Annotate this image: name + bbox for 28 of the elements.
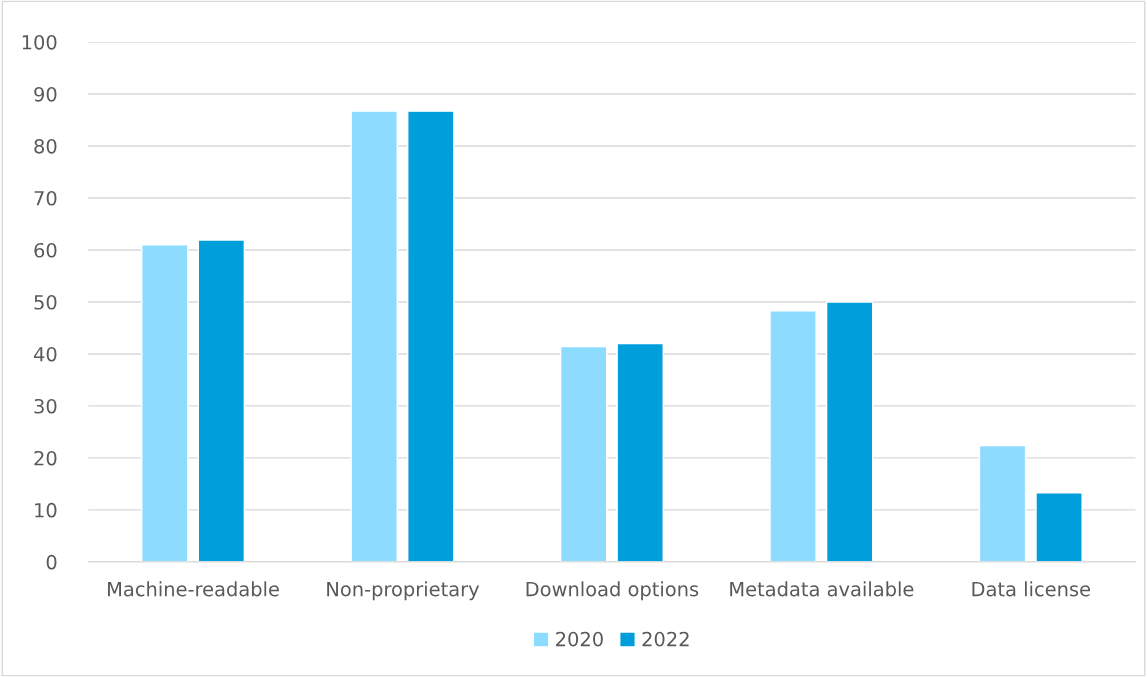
bar — [407, 110, 455, 562]
y-tick-label: 30 — [34, 398, 57, 414]
bar — [769, 310, 817, 562]
y-tick-label: 50 — [34, 294, 57, 310]
bar — [825, 301, 874, 562]
y-tick-label: 10 — [35, 502, 57, 518]
y-tick-label: 60 — [34, 242, 57, 258]
y-tick-label: 80 — [34, 138, 57, 154]
legend-label: 2022 — [642, 631, 689, 647]
x-tick-label: Data license — [972, 581, 1091, 597]
x-tick-label: Download options — [526, 581, 699, 601]
x-tick-label: Non-proprietary — [327, 581, 480, 601]
bar — [197, 239, 246, 562]
x-tick-label: Metadata available — [730, 581, 914, 597]
bar — [559, 345, 608, 562]
bar — [1035, 492, 1083, 562]
bar — [616, 342, 664, 562]
bar — [350, 110, 398, 562]
y-tick-label: 100 — [22, 34, 57, 50]
y-tick-label: 40 — [33, 346, 57, 362]
x-tick-label: Machine-readable — [108, 581, 279, 597]
y-tick-label: 0 — [46, 554, 57, 570]
legend-label: 2020 — [556, 631, 603, 647]
bar — [141, 244, 189, 562]
bar — [978, 444, 1027, 562]
y-tick-label: 70 — [34, 190, 57, 206]
y-tick-label: 90 — [34, 86, 57, 102]
y-tick-label: 20 — [34, 450, 57, 466]
